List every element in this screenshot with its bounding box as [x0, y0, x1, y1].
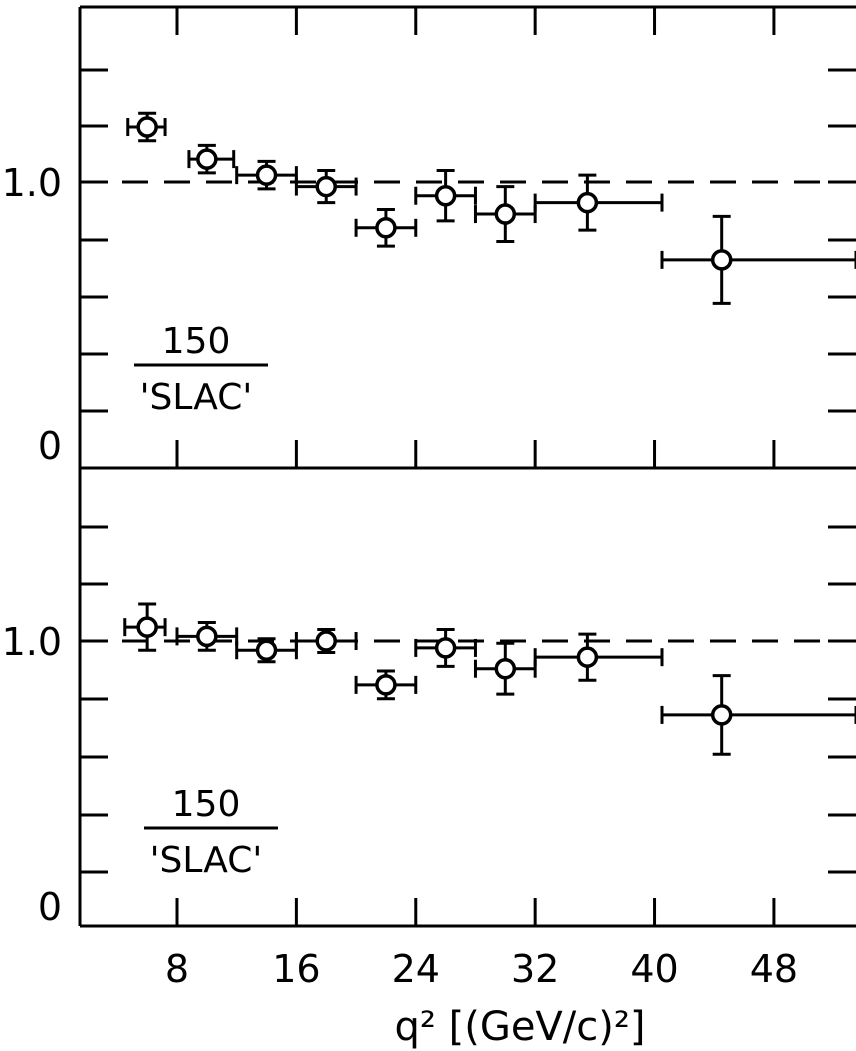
x-tick-label: 40	[630, 947, 678, 991]
data-marker	[315, 630, 337, 652]
data-marker	[434, 184, 457, 207]
data-point	[354, 669, 418, 701]
panel-bottom: 1.0 0 8 16 24 32 40 48 150 'SLAC'	[2, 468, 856, 991]
data-point	[354, 207, 418, 248]
ratio-denominator: 'SLAC'	[150, 840, 263, 881]
data-point	[235, 159, 298, 191]
data-marker	[375, 674, 397, 696]
x-tick-label: 16	[272, 947, 320, 991]
data-point	[414, 627, 477, 668]
data-point	[294, 627, 358, 655]
data-marker	[196, 148, 218, 170]
data-point	[533, 632, 664, 682]
data-marker	[255, 639, 278, 661]
data-marker	[576, 646, 599, 668]
ratio-numerator: 150	[162, 321, 231, 362]
y-tick-label: 0	[38, 424, 62, 468]
data-point	[235, 637, 298, 664]
x-axis-label: q² [(GeV/c)²]	[394, 1004, 645, 1050]
data-marker	[196, 625, 218, 648]
ratio-numerator: 150	[172, 784, 241, 825]
x-tick-label: 24	[392, 947, 440, 991]
data-marker	[255, 164, 278, 186]
data-marker	[315, 175, 337, 198]
data-point	[660, 674, 856, 756]
data-marker	[434, 637, 457, 659]
data-marker	[576, 191, 599, 214]
data-marker	[136, 616, 158, 638]
y-tick-label: 1.0	[2, 161, 62, 205]
data-point	[660, 214, 856, 305]
data-point	[175, 621, 239, 652]
x-tick-label: 48	[750, 947, 798, 991]
data-marker	[136, 116, 158, 138]
x-tick-label: 32	[511, 947, 559, 991]
data-point	[473, 641, 537, 696]
data-marker	[494, 657, 517, 680]
data-marker	[710, 704, 733, 726]
y-tick-label: 1.0	[2, 620, 62, 664]
data-point	[533, 173, 664, 232]
data-point	[294, 169, 358, 205]
y-tick-label: 0	[38, 885, 62, 929]
data-point	[123, 602, 167, 652]
panel-top: 1.0 0 150 'SLAC'	[2, 5, 856, 470]
x-tick-label: 8	[165, 947, 189, 991]
data-point	[414, 169, 477, 223]
data-marker	[710, 249, 733, 271]
data-marker	[494, 203, 517, 225]
data-marker	[375, 217, 397, 239]
data-point	[473, 185, 537, 244]
data-point	[126, 111, 167, 143]
data-point	[187, 143, 236, 175]
ratio-denominator: 'SLAC'	[140, 377, 253, 418]
